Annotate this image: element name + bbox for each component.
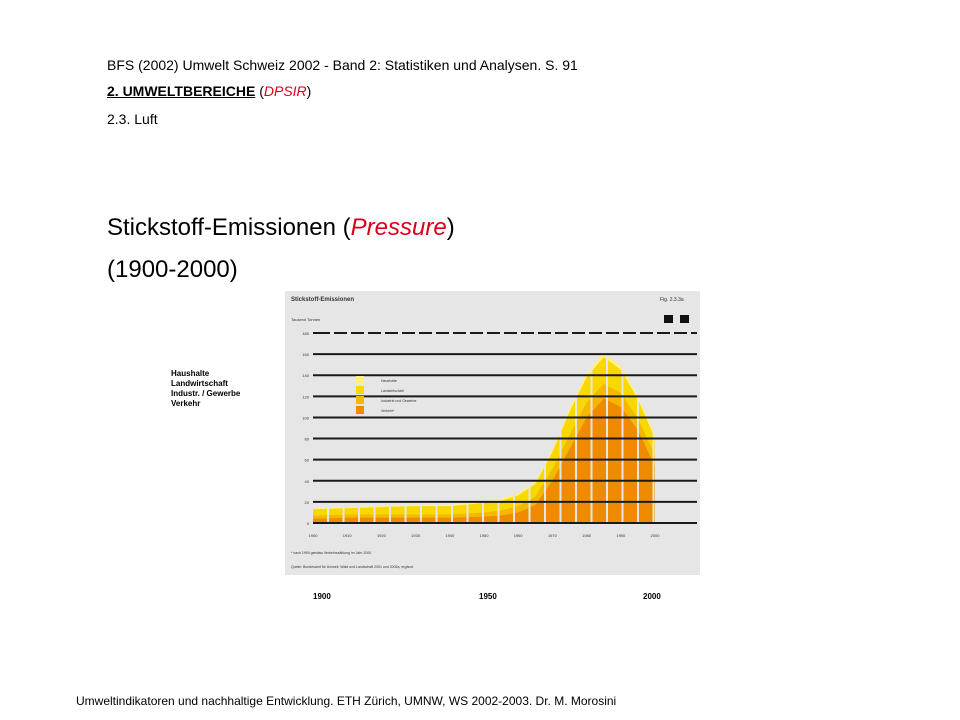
- section-paren-open: (: [255, 83, 264, 99]
- footer-citation: Umweltindikatoren und nachhaltige Entwic…: [76, 694, 617, 708]
- gridline-gap: [551, 331, 555, 335]
- print-icon: [664, 315, 673, 323]
- gridline-gap: [517, 331, 521, 335]
- y-tick-label: 160: [302, 352, 309, 357]
- slide-title: Stickstoff-Emissionen (Pressure): [107, 214, 455, 242]
- gridline-gap: [602, 331, 606, 335]
- title-pressure: Pressure: [350, 214, 447, 241]
- x-tick-label: 1900: [309, 533, 319, 538]
- legend-swatch: [356, 386, 364, 394]
- series-area-0: [313, 398, 655, 523]
- gridline-gap: [483, 331, 487, 335]
- gridline-gap: [381, 331, 385, 335]
- title-main: Stickstoff-Emissionen (: [107, 214, 351, 241]
- y-tick-label: 140: [302, 373, 309, 378]
- gridline-gap: [347, 331, 351, 335]
- y-tick-label: 0: [307, 521, 310, 526]
- gridline-gap: [653, 331, 657, 335]
- external-legend: Haushalte Landwirtschaft Industr. / Gewe…: [171, 369, 240, 409]
- legend-label: Verkehr*: [381, 409, 395, 413]
- chart-source-note: Quelle: Bundesamt für Umwelt, Wald und L…: [291, 565, 413, 569]
- gridline-gap: [432, 331, 436, 335]
- y-tick-label: 100: [302, 415, 309, 420]
- title-close: ): [446, 214, 455, 241]
- x-tick-label: 1930: [411, 533, 421, 538]
- y-axis-label: Tausend Tonnen: [291, 317, 320, 322]
- x-tick-label: 1990: [616, 533, 626, 538]
- year-label-2000: 2000: [643, 592, 661, 601]
- gridline-gap: [534, 331, 538, 335]
- external-legend-item: Landwirtschaft: [171, 379, 228, 388]
- x-tick-label: 1970: [548, 533, 558, 538]
- chart-footnote: * nach 1990 gemäss Verkehrszählung im Ja…: [291, 551, 371, 555]
- legend-label: Landwirtschaft: [381, 389, 404, 393]
- external-legend-item: Haushalte: [171, 369, 210, 378]
- legend-swatch: [356, 396, 364, 404]
- y-tick-label: 60: [305, 458, 310, 463]
- section-number-label: 2. UMWELTBEREICHE: [107, 83, 256, 99]
- slide-title-years: (1900-2000): [107, 256, 238, 283]
- gridline-gap: [568, 331, 572, 335]
- x-tick-label: 1980: [582, 533, 592, 538]
- x-tick-label: 1940: [445, 533, 455, 538]
- gridline-gap: [687, 331, 691, 335]
- x-tick-label: 1910: [343, 533, 353, 538]
- section-heading: 2. UMWELTBEREICHE (DPSIR): [107, 83, 311, 99]
- legend-swatch: [356, 406, 364, 414]
- legend-swatch: [356, 376, 364, 384]
- y-tick-label: 120: [302, 394, 309, 399]
- external-legend-item: Industr. / Gewerbe: [171, 389, 241, 398]
- external-legend-item: Verkehr: [171, 399, 201, 408]
- y-tick-label: 80: [305, 437, 310, 442]
- source-citation: BFS (2002) Umwelt Schweiz 2002 - Band 2:…: [107, 57, 578, 73]
- gridline-gap: [364, 331, 368, 335]
- x-tick-label: 1920: [377, 533, 387, 538]
- year-label-1950: 1950: [479, 592, 497, 601]
- gridline-gap: [415, 331, 419, 335]
- legend-label: Industrie und Gewerbe: [381, 399, 416, 403]
- gridline-gap: [585, 331, 589, 335]
- section-paren-close: ): [306, 83, 312, 99]
- gridline-gap: [670, 331, 674, 335]
- subsection-heading: 2.3. Luft: [107, 111, 158, 127]
- y-tick-label: 40: [305, 479, 310, 484]
- link-icon: [680, 315, 689, 323]
- x-tick-label: 1960: [514, 533, 524, 538]
- legend-label: Haushalte: [381, 379, 397, 383]
- gridline-gap: [500, 331, 504, 335]
- gridline-gap: [398, 331, 402, 335]
- y-tick-label: 20: [305, 500, 310, 505]
- gridline-gap: [619, 331, 623, 335]
- fig-label: Fig. 2.3.3a: [660, 297, 684, 303]
- section-dpsir: DPSIR: [263, 83, 307, 99]
- gridline-gap: [330, 331, 334, 335]
- x-tick-label: 1950: [480, 533, 490, 538]
- chart-title: Stickstoff-Emissionen: [291, 297, 354, 303]
- year-label-1900: 1900: [313, 592, 331, 601]
- y-tick-label: 180: [302, 331, 309, 336]
- gridline-gap: [449, 331, 453, 335]
- gridline-gap: [466, 331, 470, 335]
- x-tick-label: 2000: [651, 533, 661, 538]
- gridline-gap: [636, 331, 640, 335]
